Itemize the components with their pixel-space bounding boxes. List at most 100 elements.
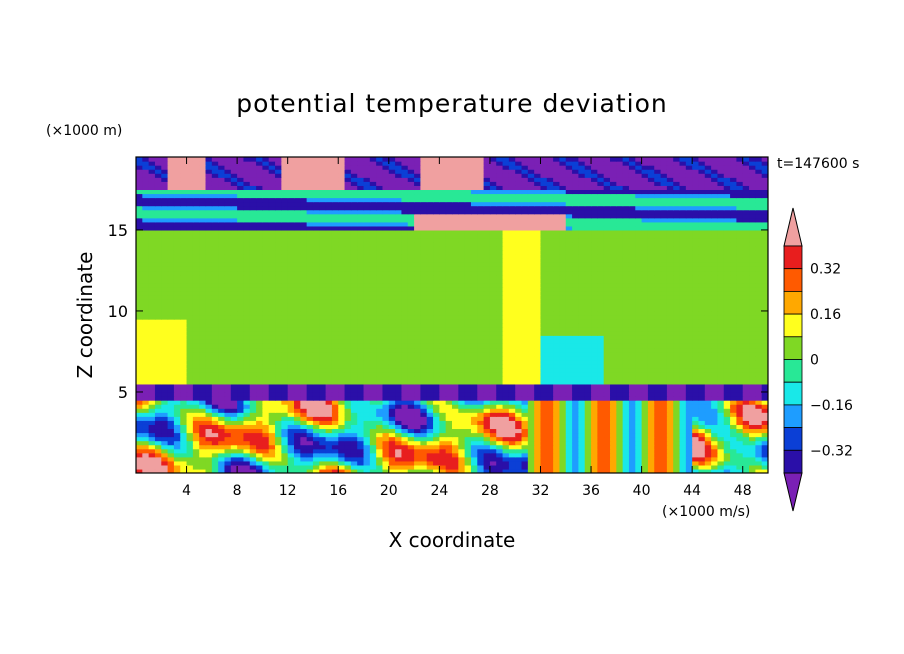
contour-cell xyxy=(641,436,649,442)
contour-cell xyxy=(414,456,421,462)
contour-cell xyxy=(331,363,339,369)
contour-cell xyxy=(376,302,384,308)
contour-cell xyxy=(572,355,579,361)
contour-cell xyxy=(534,294,542,300)
contour-cell xyxy=(312,391,320,397)
contour-cell xyxy=(489,315,497,320)
contour-cell xyxy=(426,343,434,349)
contour-cell xyxy=(584,412,592,417)
contour-cell xyxy=(477,416,485,421)
contour-cell xyxy=(761,412,768,417)
contour-cell xyxy=(262,452,270,458)
contour-cell xyxy=(470,456,478,462)
contour-cell xyxy=(192,367,200,373)
contour-cell xyxy=(426,452,434,458)
contour-cell xyxy=(294,286,301,292)
contour-cell xyxy=(300,294,308,300)
contour-cell xyxy=(249,331,257,336)
contour-cell xyxy=(268,391,276,397)
contour-cell xyxy=(414,298,421,304)
contour-cell xyxy=(306,347,314,353)
contour-cell xyxy=(275,428,282,434)
x-units-label: (×1000 m/s) xyxy=(662,504,750,520)
contour-cell xyxy=(173,448,181,454)
contour-cell xyxy=(256,387,263,393)
contour-cell xyxy=(540,420,548,425)
contour-cell xyxy=(363,298,371,304)
contour-cell xyxy=(597,290,605,296)
contour-cell xyxy=(395,282,403,288)
contour-cell xyxy=(268,428,276,434)
contour-cell xyxy=(173,452,181,458)
contour-cell xyxy=(338,343,346,349)
contour-cell xyxy=(369,416,377,421)
contour-cell xyxy=(363,310,371,316)
contour-cell xyxy=(325,432,333,438)
contour-cell xyxy=(749,306,756,312)
contour-cell xyxy=(211,391,219,397)
contour-cell xyxy=(186,424,194,430)
contour-cell xyxy=(180,298,188,304)
contour-cell xyxy=(331,460,339,466)
contour-cell xyxy=(610,367,617,373)
contour-cell xyxy=(243,408,251,413)
contour-cell xyxy=(173,444,181,450)
contour-cell xyxy=(300,428,308,434)
contour-cell xyxy=(711,319,719,324)
contour-cell xyxy=(534,460,542,466)
contour-cell xyxy=(527,315,535,320)
contour-cell xyxy=(597,464,605,470)
contour-cell xyxy=(180,347,188,353)
contour-cell xyxy=(610,306,617,312)
contour-cell xyxy=(312,278,320,284)
contour-cell xyxy=(679,444,687,450)
contour-cell xyxy=(237,282,245,288)
contour-cell xyxy=(597,468,605,473)
contour-cell xyxy=(357,387,365,393)
contour-cell xyxy=(515,396,523,401)
contour-cell xyxy=(445,323,453,328)
contour-cell xyxy=(584,379,592,385)
contour-cell xyxy=(736,286,744,292)
contour-cell xyxy=(224,400,232,405)
contour-cell xyxy=(262,412,270,417)
contour-cell xyxy=(527,379,535,385)
contour-cell xyxy=(338,278,346,284)
contour-cell xyxy=(496,464,504,470)
contour-cell xyxy=(230,335,238,340)
contour-cell xyxy=(698,363,706,369)
contour-cell xyxy=(622,302,630,308)
contour-cell xyxy=(300,424,308,430)
contour-cell xyxy=(749,319,756,324)
contour-cell xyxy=(414,383,421,389)
contour-cell xyxy=(211,274,219,280)
contour-cell xyxy=(294,343,301,349)
contour-cell xyxy=(363,306,371,312)
contour-cell xyxy=(249,294,257,300)
contour-cell xyxy=(534,420,542,425)
contour-cell xyxy=(319,278,327,284)
contour-cell xyxy=(704,367,712,373)
contour-cell xyxy=(730,363,737,369)
contour-cell xyxy=(489,408,497,413)
contour-cell xyxy=(357,339,365,344)
contour-cell xyxy=(584,315,592,320)
contour-cell xyxy=(180,359,188,365)
contour-cell xyxy=(331,331,339,336)
contour-cell xyxy=(224,420,232,425)
contour-cell xyxy=(584,294,592,300)
contour-cell xyxy=(256,367,263,373)
contour-cell xyxy=(218,391,226,397)
contour-cell xyxy=(692,343,700,349)
contour-cell xyxy=(572,464,579,470)
contour-cell xyxy=(167,298,175,304)
contour-cell xyxy=(363,408,371,413)
contour-cell xyxy=(249,428,257,434)
contour-cell xyxy=(641,448,649,454)
contour-cell xyxy=(376,416,384,421)
contour-cell xyxy=(654,468,662,473)
contour-cell xyxy=(704,286,712,292)
contour-cell xyxy=(407,282,415,288)
contour-cell xyxy=(622,282,630,288)
contour-cell xyxy=(325,302,333,308)
